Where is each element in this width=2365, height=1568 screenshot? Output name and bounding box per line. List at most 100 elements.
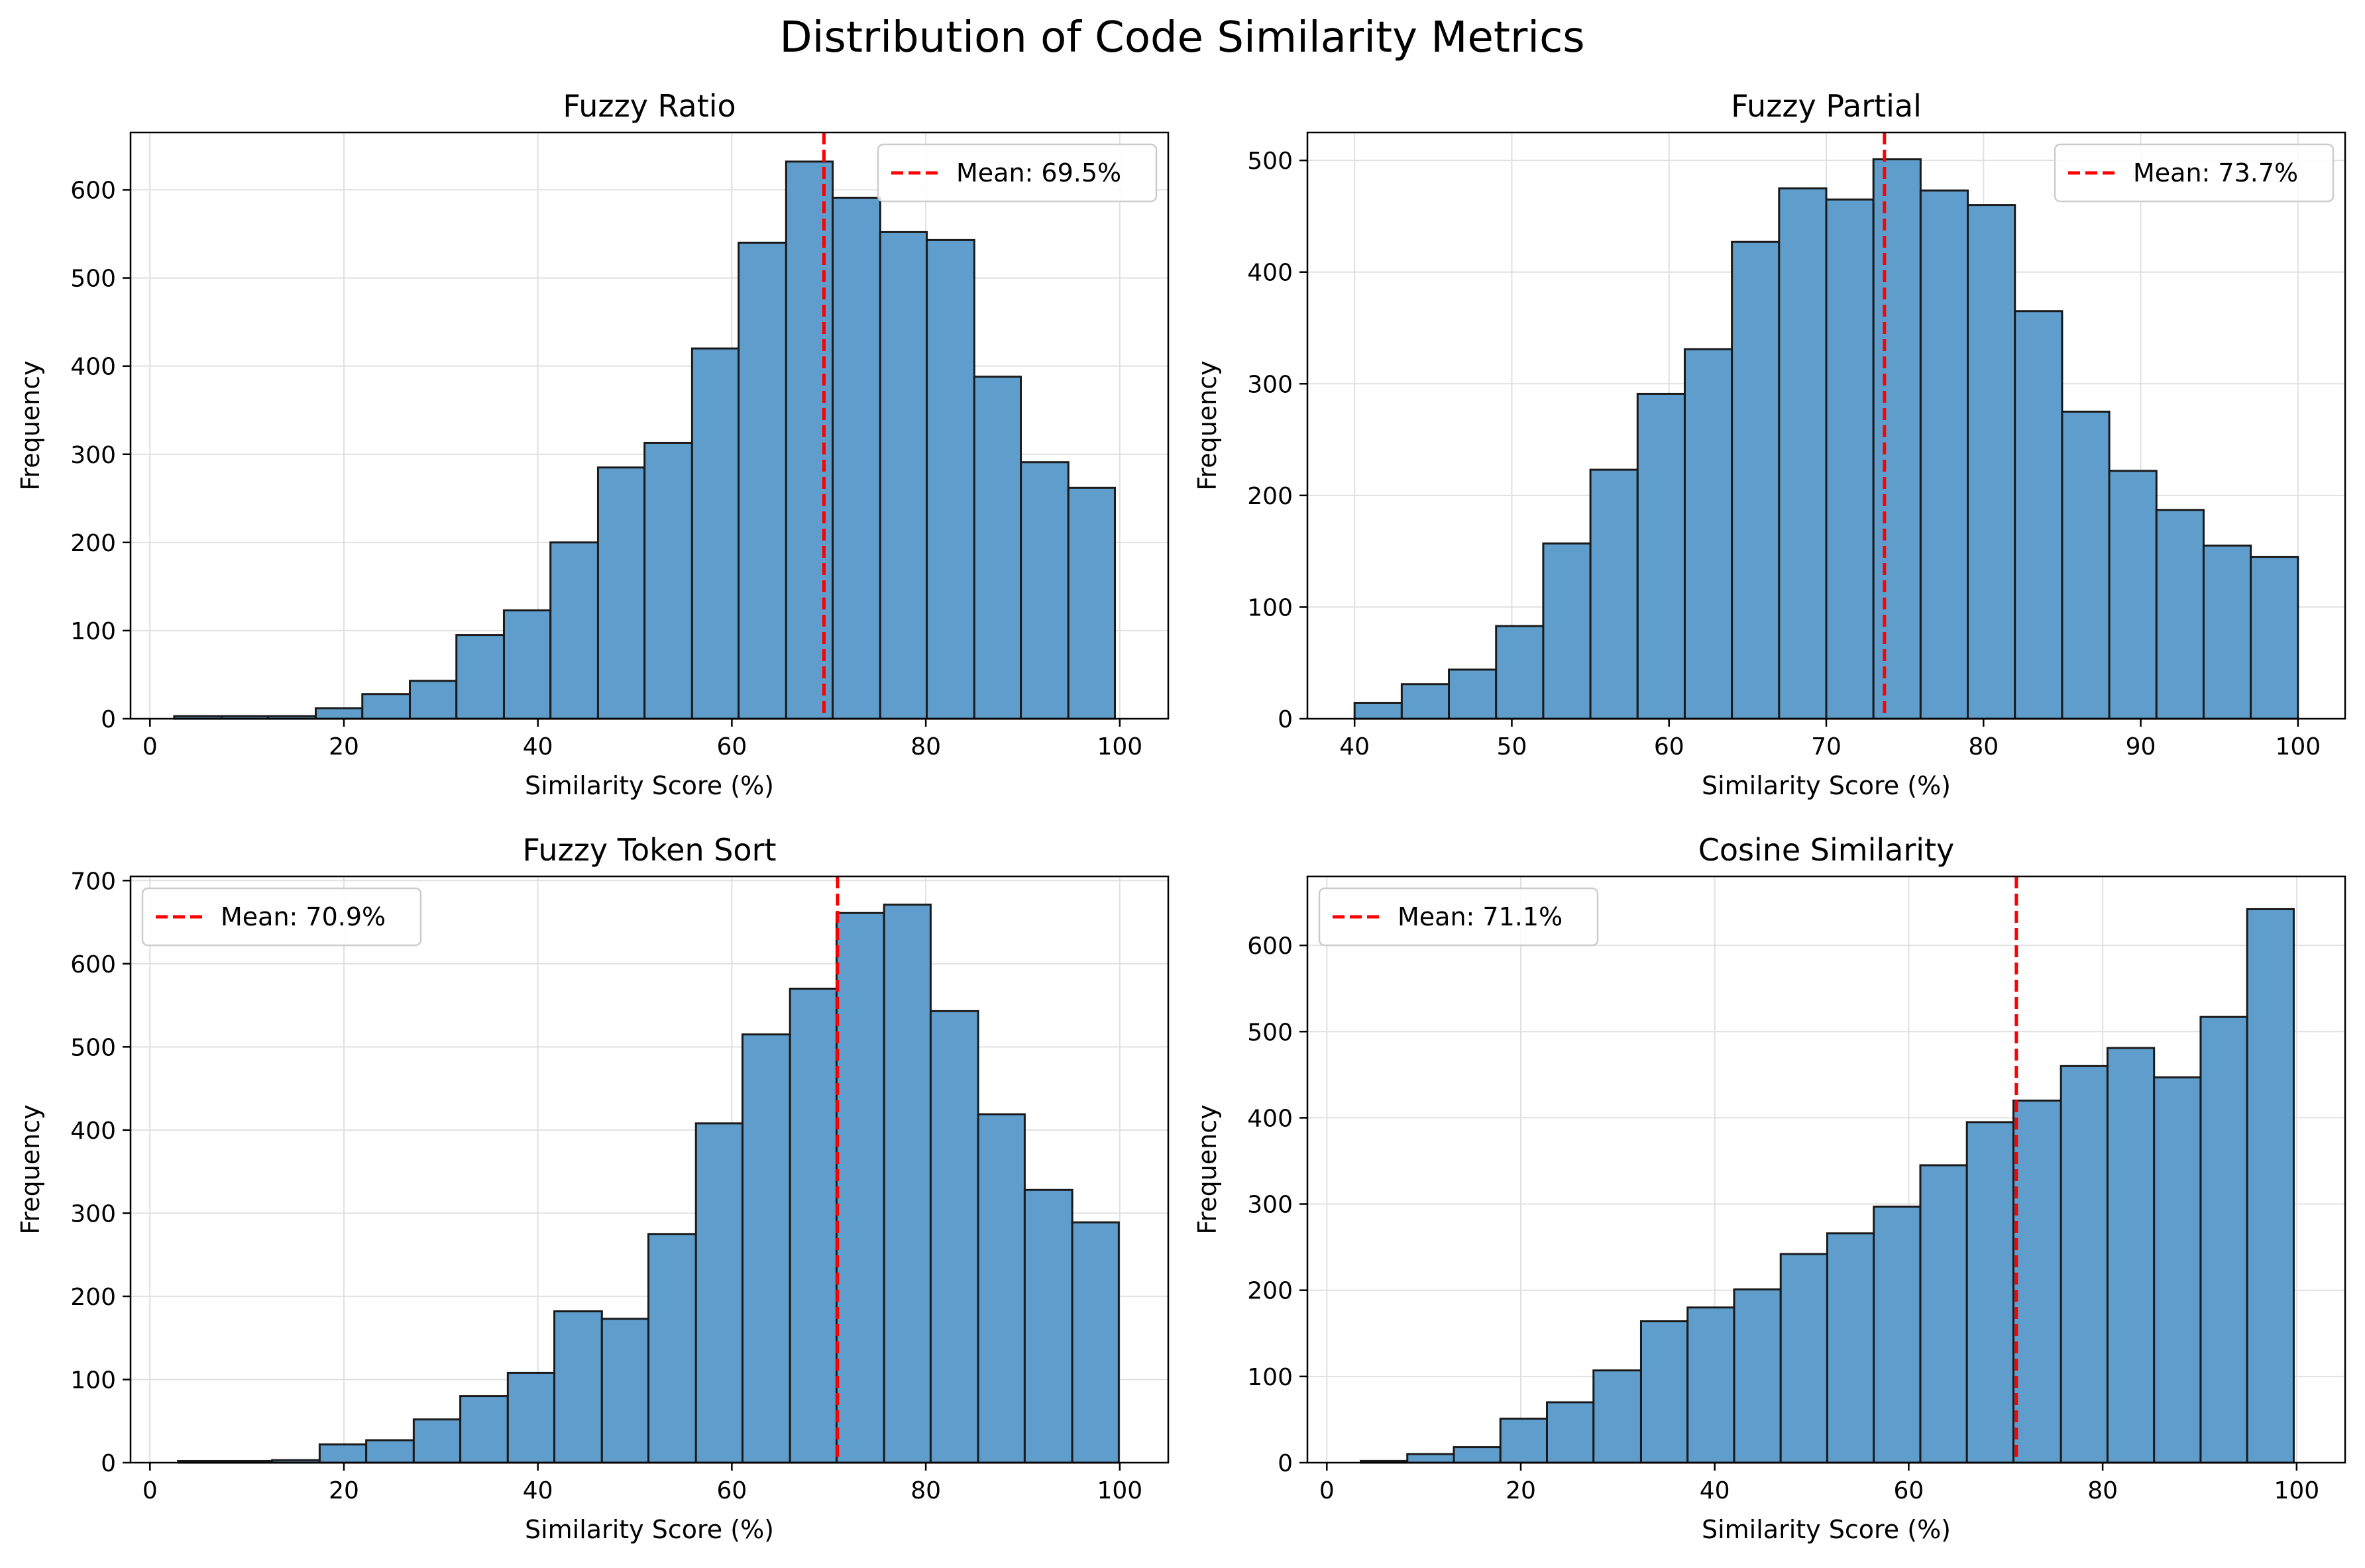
y-tick-label: 300 [1247, 371, 1293, 398]
y-tick-label: 600 [70, 178, 116, 205]
histogram-bar [1542, 542, 1592, 720]
histogram-bar [742, 1033, 791, 1464]
histogram-bar [926, 238, 975, 720]
x-tick-label: 70 [1811, 733, 1842, 760]
figure-title: Distribution of Code Similarity Metrics [779, 13, 1584, 62]
y-tick-label: 400 [70, 1118, 116, 1145]
legend-box [877, 143, 1158, 203]
y-tick-label: 200 [70, 1284, 116, 1311]
legend-label: Mean: 69.5% [956, 158, 1121, 187]
x-axis-label: Similarity Score (%) [1702, 1515, 1951, 1544]
histogram-bar [1353, 702, 1403, 720]
axes-frame [129, 131, 1170, 720]
y-tick-label: 0 [101, 706, 116, 733]
histogram-bar [1406, 1453, 1455, 1464]
legend-box [1318, 887, 1599, 947]
y-tick-label: 200 [70, 530, 116, 557]
x-tick-label: 20 [329, 1477, 359, 1504]
histogram-bar [596, 466, 646, 720]
histogram-bar [1826, 1232, 1875, 1464]
histogram-bar [1683, 348, 1733, 720]
x-tick-label: 50 [1497, 733, 1527, 760]
histogram-bar [2108, 470, 2158, 720]
y-tick-label: 400 [1247, 1105, 1293, 1132]
histogram-bar [1453, 1446, 1502, 1464]
histogram-bar [506, 1371, 556, 1464]
histogram-bar [973, 376, 1022, 720]
histogram-bar [1071, 1221, 1120, 1464]
x-tick-label: 0 [142, 733, 158, 760]
histogram-bar [835, 912, 885, 1464]
y-tick-label: 300 [1247, 1192, 1293, 1219]
subplot-2: 40 50 60 70 80 90 100 0 100 200 300 400 500 Fuzzy Par… [1193, 88, 2346, 800]
histogram-bar [1778, 187, 1828, 720]
y-tick-label: 100 [70, 1367, 116, 1394]
x-tick-label: 40 [523, 1477, 553, 1504]
x-tick-label: 80 [2087, 1477, 2118, 1504]
histogram-bar [1731, 240, 1781, 720]
legend-box [141, 887, 422, 947]
x-tick-label: 0 [142, 1477, 158, 1504]
histogram-bar [1639, 1320, 1689, 1464]
histogram-bar [789, 987, 838, 1464]
x-tick-label: 80 [910, 733, 941, 760]
y-tick-label: 400 [70, 354, 116, 381]
x-tick-label: 60 [716, 733, 747, 760]
y-tick-label: 100 [70, 618, 116, 645]
x-axis-label: Similarity Score (%) [525, 771, 774, 800]
histogram-bar [883, 904, 932, 1464]
x-axis-label: Similarity Score (%) [1702, 771, 1951, 800]
x-tick-label: 80 [910, 1477, 941, 1504]
x-tick-label: 100 [2274, 1477, 2319, 1504]
histogram-bar [1872, 158, 1922, 720]
histogram-bar [690, 347, 740, 720]
subplot-title: Fuzzy Ratio [563, 88, 736, 124]
histogram-bar [502, 609, 552, 720]
histogram-bar [318, 1443, 368, 1464]
y-tick-label: 200 [1247, 483, 1293, 510]
x-tick-label: 100 [2275, 733, 2321, 760]
histogram-bar [2061, 410, 2111, 720]
y-axis-label: Frequency [1193, 1104, 1222, 1234]
histogram-bar [1779, 1253, 1828, 1464]
legend: Mean: 70.9% [141, 887, 422, 947]
histogram-bar [459, 1395, 509, 1464]
y-tick-label: 500 [1247, 1019, 1293, 1046]
y-tick-label: 300 [70, 1200, 116, 1228]
y-tick-label: 600 [1247, 933, 1293, 960]
x-tick-label: 60 [716, 1477, 747, 1504]
histogram-bar [694, 1122, 744, 1464]
histogram-bar [365, 1439, 415, 1464]
histogram-bar [455, 634, 505, 720]
histogram-bar [2246, 908, 2295, 1464]
legend-label: Mean: 73.7% [2133, 158, 2298, 187]
histogram-bar [2014, 310, 2063, 720]
y-tick-label: 0 [1278, 706, 1293, 733]
histogram-bar [2060, 1065, 2109, 1464]
x-tick-label: 90 [2126, 733, 2156, 760]
x-axis-label: Similarity Score (%) [525, 1515, 774, 1544]
x-tick-label: 100 [1097, 1477, 1142, 1504]
histogram-bar [785, 160, 834, 720]
histogram-bar [1919, 1164, 1968, 1464]
y-axis-label: Frequency [1193, 360, 1222, 490]
y-tick-label: 200 [1247, 1278, 1293, 1305]
y-tick-label: 0 [101, 1450, 116, 1477]
histogram-bar [2153, 1076, 2202, 1464]
histogram-bar [361, 693, 412, 720]
histogram-bar [647, 1233, 697, 1464]
x-tick-label: 40 [1700, 1477, 1730, 1504]
histogram-bar [2106, 1047, 2156, 1464]
y-tick-label: 500 [70, 266, 116, 293]
x-tick-label: 40 [523, 733, 553, 760]
subplot-3: 0 20 40 60 80 100 0 100 200 300 400 500 600 700 Fuzzy … [16, 832, 1170, 1544]
histogram-bar [2199, 1016, 2248, 1464]
legend: Mean: 69.5% [877, 143, 1158, 203]
histogram-bar [1499, 1418, 1548, 1464]
y-tick-label: 500 [70, 1034, 116, 1061]
axes-frame [1306, 875, 2346, 1464]
histogram-bar [1592, 1369, 1642, 1464]
histogram-bar [409, 680, 458, 720]
y-tick-label: 700 [70, 868, 116, 895]
